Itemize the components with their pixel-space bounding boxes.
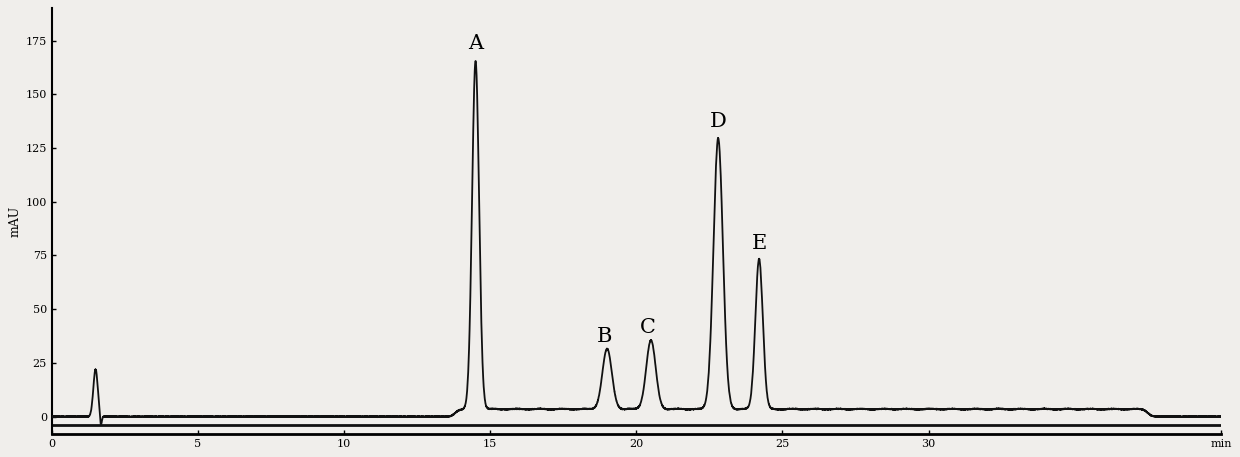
Y-axis label: mAU: mAU [9, 206, 21, 237]
Text: B: B [596, 327, 611, 345]
Text: D: D [709, 112, 727, 131]
Text: A: A [467, 34, 484, 53]
Text: C: C [640, 318, 656, 337]
Text: E: E [751, 234, 766, 253]
